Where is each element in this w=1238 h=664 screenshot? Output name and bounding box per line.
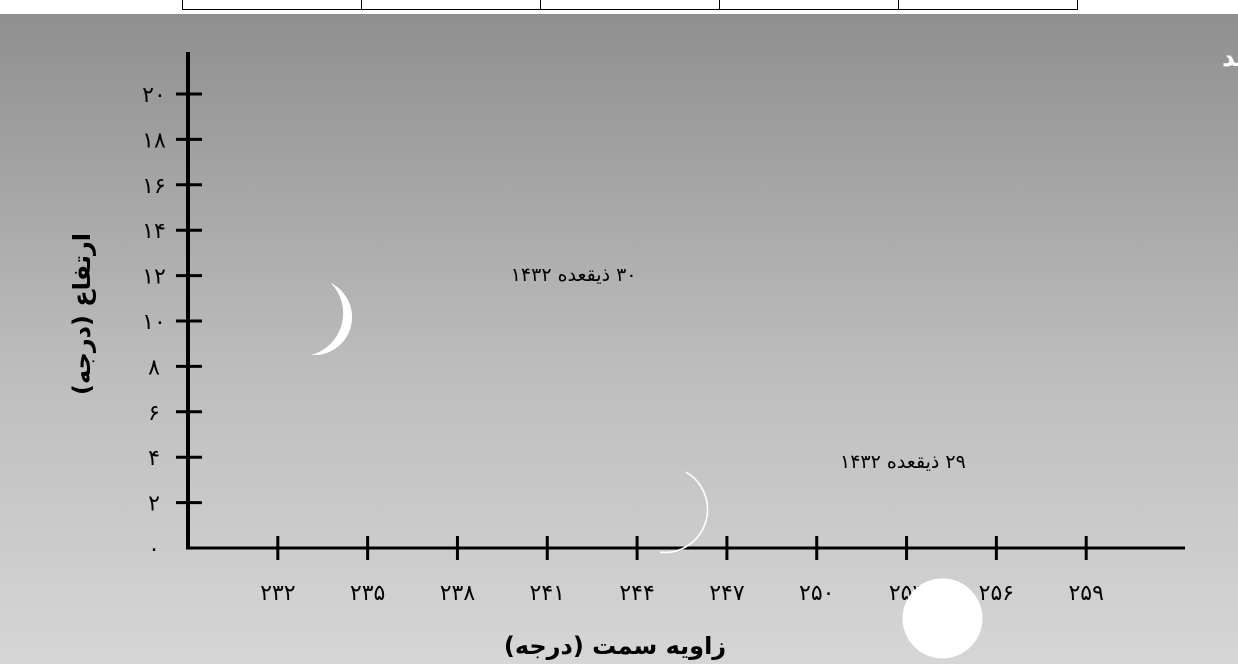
x-tick-label: ۲۵۰	[799, 581, 834, 606]
x-axis-label: زاویه سمت (درجه)	[504, 632, 726, 660]
sun-marker	[902, 578, 983, 659]
y-tick-label: ۰	[148, 537, 160, 562]
chart-background	[0, 14, 1238, 664]
y-tick-label: ۴	[148, 446, 160, 471]
x-tick-label: ۲۵۹	[1068, 581, 1103, 606]
table-cell	[362, 0, 541, 9]
table-cell	[183, 0, 362, 9]
moon-sighting-chart: ۰ ۲ ۴ ۶ ۸ ۱۰ ۱۲ ۱۴ ۱۶ ۱۸ ۲۰ ۲۳۲ ۲۳۵ ۲۳۸ ۲۴۱ ۲۴۴ ۲۴۷ ۲۵۰ ۲۵…	[0, 14, 1238, 664]
y-tick-label: ۲۰	[142, 83, 166, 108]
table-cell	[720, 0, 899, 9]
y-axis-label: ارتفاع (درجه)	[68, 233, 96, 395]
x-tick-label: ۲۳۵	[350, 581, 385, 606]
crescent-moon-marker	[659, 471, 709, 554]
x-tick-label: ۲۳۸	[440, 581, 476, 606]
x-tick-label: ۲۴۴	[619, 581, 654, 606]
point-label: ۳۰ ذیقعده ۱۴۳۲	[511, 264, 637, 286]
table-fragment	[182, 0, 1078, 10]
y-tick-label: ۱۲	[142, 265, 166, 290]
y-tick-label: ۱۰	[142, 310, 166, 335]
x-tick-label: ۲۴۷	[709, 581, 745, 606]
x-tick-label: ۲۳۲	[260, 581, 295, 606]
crescent-moon-marker	[310, 283, 353, 356]
x-tick-label: ۲۵۶	[979, 581, 1014, 606]
chart-title: آبان ۱۳۹۰؛ مشهد	[1222, 42, 1238, 73]
y-tick-label: ۱۸	[142, 128, 166, 153]
table-cell	[541, 0, 720, 9]
y-tick-label: ۸	[148, 355, 160, 380]
y-tick-label: ۶	[148, 401, 160, 426]
y-tick-label: ۲	[148, 492, 160, 517]
x-tick-label: ۲۴۱	[530, 581, 565, 606]
y-tick-label: ۱۴	[142, 219, 166, 244]
y-tick-label: ۱۶	[142, 174, 166, 199]
point-label: ۲۹ ذیقعده ۱۴۳۲	[840, 451, 966, 473]
table-cell	[899, 0, 1077, 9]
